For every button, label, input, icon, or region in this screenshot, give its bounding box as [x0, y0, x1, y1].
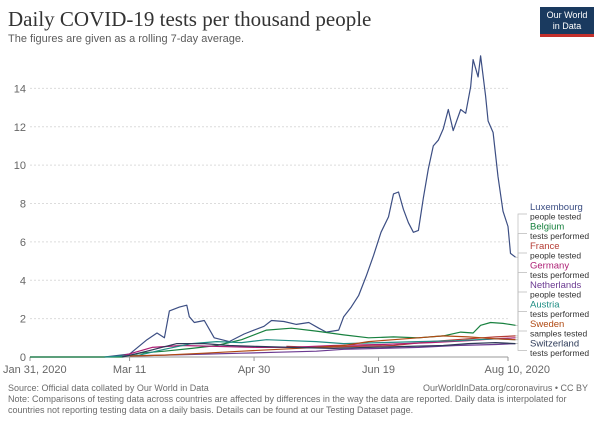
legend-connector	[515, 213, 527, 258]
owid-logo[interactable]: Our World in Data	[540, 7, 594, 37]
series-line-luxembourg[interactable]	[30, 55, 516, 358]
x-tick-label: Aug 10, 2020	[485, 364, 550, 376]
legend-label-switzerland[interactable]: Switzerland	[530, 339, 579, 350]
legend-unit: people tested	[530, 290, 581, 300]
legend-label-sweden[interactable]: Sweden	[530, 319, 564, 330]
series-lines	[30, 55, 516, 358]
y-tick-label: 4	[20, 275, 26, 287]
series-line-switzerland[interactable]	[121, 342, 516, 358]
logo-line-2: in Data	[552, 21, 582, 31]
y-tick-label: 6	[20, 237, 26, 249]
series-line-belgium[interactable]	[30, 321, 516, 358]
x-tick-label: Mar 11	[113, 364, 146, 376]
series-line-sweden[interactable]	[129, 335, 516, 357]
legend-label-austria[interactable]: Austria	[530, 300, 560, 311]
legend-label-netherlands[interactable]: Netherlands	[530, 280, 581, 291]
legend-connector	[515, 330, 527, 341]
y-tick-label: 14	[14, 83, 26, 95]
chart-title: Daily COVID-19 tests per thousand people	[8, 7, 372, 31]
legend-connector	[515, 343, 527, 351]
legend-label-luxembourg[interactable]: Luxembourg	[530, 202, 583, 213]
legend-unit: tests performed	[530, 348, 589, 358]
legend-unit: tests performed	[530, 309, 589, 319]
series-line-netherlands[interactable]	[129, 343, 516, 357]
x-tick-label: Jun 19	[362, 364, 395, 376]
x-axis: Jan 31, 2020 Mar 11 Apr 30 Jun 19 Aug 10, 20…	[3, 356, 550, 376]
legend-unit: tests performed	[530, 270, 589, 280]
y-axis: 0 2 4 6 8 10 12 14	[14, 83, 26, 364]
chart-subtitle: The figures are given as a rolling 7-day…	[8, 33, 245, 45]
source-text: Source: Official data collated by Our Wo…	[8, 383, 209, 393]
legend-label-belgium[interactable]: Belgium	[530, 222, 564, 233]
x-tick-label: Jan 31, 2020	[3, 364, 67, 376]
legend-unit: tests performed	[530, 231, 589, 241]
y-tick-label: 0	[20, 352, 26, 364]
series-line-austria[interactable]	[104, 338, 516, 358]
footer: Source: Official data collated by Our Wo…	[8, 383, 594, 416]
x-tick-label: Apr 30	[238, 364, 270, 376]
y-tick-label: 2	[20, 314, 26, 326]
legend-unit: people tested	[530, 212, 581, 222]
note-text: Note: Comparisons of testing data across…	[8, 394, 567, 415]
license-link[interactable]: OurWorldInData.org/coronavirus • CC BY	[422, 383, 588, 393]
legend-unit: people tested	[530, 251, 581, 261]
legend-label-germany[interactable]: Germany	[530, 261, 569, 272]
y-tick-label: 12	[14, 122, 26, 134]
legend-connector	[515, 272, 527, 339]
y-tick-label: 10	[14, 160, 26, 172]
legend-label-france[interactable]: France	[530, 241, 560, 252]
legend-connector	[515, 252, 527, 337]
y-tick-label: 8	[20, 199, 26, 211]
gridlines	[30, 87, 508, 320]
legend-unit: samples tested	[530, 329, 587, 339]
logo-line-1: Our World	[546, 10, 588, 20]
